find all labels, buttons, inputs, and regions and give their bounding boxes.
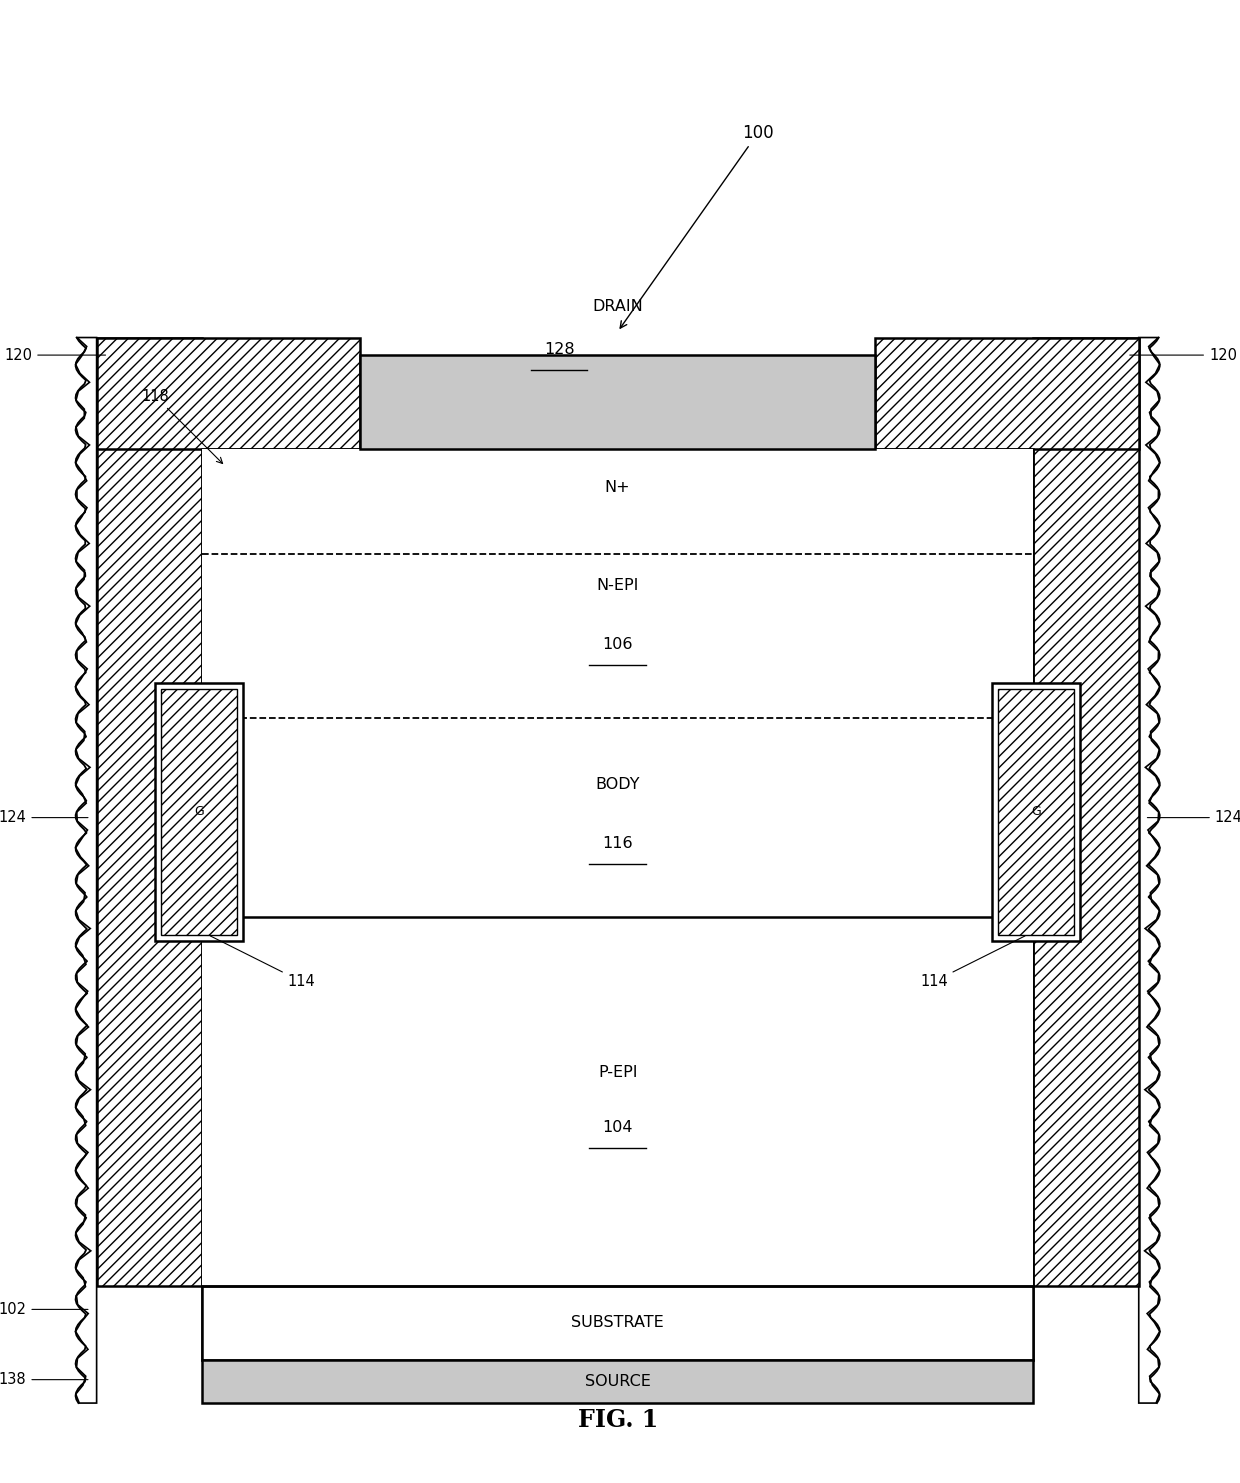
Text: FIG. 1: FIG. 1 <box>578 1409 657 1433</box>
Bar <box>992 684 1080 940</box>
Bar <box>998 688 1074 934</box>
Bar <box>202 449 1033 1360</box>
Bar <box>97 338 202 1286</box>
Text: 102: 102 <box>0 1302 88 1317</box>
Text: 114: 114 <box>211 936 315 989</box>
Text: 116: 116 <box>603 836 632 851</box>
Text: 120: 120 <box>4 347 105 363</box>
Bar <box>202 718 1033 916</box>
Bar <box>1033 338 1138 1286</box>
Text: N-EPI: N-EPI <box>596 578 639 593</box>
Text: G: G <box>1032 805 1042 819</box>
Text: SUBSTRATE: SUBSTRATE <box>572 1315 665 1330</box>
Bar <box>155 684 243 940</box>
Text: N+: N+ <box>605 480 630 495</box>
Text: 106: 106 <box>603 636 632 653</box>
Text: P-EPI: P-EPI <box>598 1065 637 1080</box>
Text: 104: 104 <box>603 1120 632 1134</box>
Bar <box>97 338 360 449</box>
Bar <box>875 338 1138 449</box>
Text: 128: 128 <box>544 341 574 357</box>
Bar <box>202 449 1033 555</box>
Text: 114: 114 <box>920 936 1025 989</box>
Text: 124: 124 <box>0 810 88 825</box>
Text: 138: 138 <box>0 1372 88 1387</box>
Bar <box>202 555 1033 718</box>
Text: 118: 118 <box>141 389 223 464</box>
Bar <box>202 916 1033 1286</box>
Text: G: G <box>195 805 203 819</box>
Text: DRAIN: DRAIN <box>593 300 644 314</box>
Text: 100: 100 <box>620 123 774 328</box>
Polygon shape <box>1138 338 1159 1403</box>
Bar <box>202 1360 1033 1403</box>
Text: 124: 124 <box>1147 810 1240 825</box>
Text: BODY: BODY <box>595 777 640 792</box>
Text: SOURCE: SOURCE <box>585 1373 651 1390</box>
Text: 120: 120 <box>1130 347 1238 363</box>
Polygon shape <box>76 338 97 1403</box>
Bar <box>202 1286 1033 1360</box>
Bar <box>161 688 237 934</box>
Bar <box>360 354 875 449</box>
